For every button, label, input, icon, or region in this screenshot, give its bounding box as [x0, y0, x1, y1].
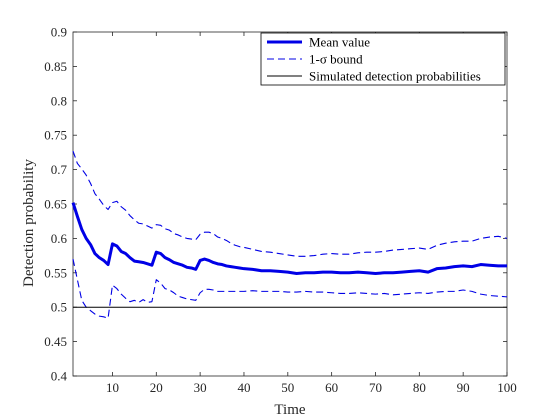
- y-tick-label: 0.9: [51, 25, 67, 40]
- legend-label-mean: Mean value: [309, 35, 370, 50]
- series-line-lower-bound: [72, 258, 508, 319]
- legend: Mean value 1-σ bound Simulated detection…: [260, 32, 506, 86]
- x-axis-label: Time: [274, 402, 305, 418]
- y-tick-label: 0.6: [51, 231, 68, 246]
- plot-area: 10 20 30 40 50 60 70 80 90 100 0.4 0.45 0.5 0.55 0.6 0.…: [44, 25, 517, 396]
- y-tick-label: 0.55: [44, 265, 67, 280]
- x-tick-label: 80: [413, 380, 426, 395]
- series-line-mean: [71, 202, 507, 275]
- y-tick-label: 0.5: [51, 300, 67, 315]
- x-tick-label: 20: [150, 380, 163, 395]
- x-tick-label: 90: [457, 380, 470, 395]
- x-tick-label: 50: [281, 380, 294, 395]
- y-tick-label: 0.45: [44, 334, 67, 349]
- y-tick-label: 0.75: [44, 128, 67, 143]
- x-tick-label: 70: [369, 380, 382, 395]
- y-axis-label: Detection probability: [21, 159, 37, 287]
- x-tick-label: 40: [237, 380, 250, 395]
- x-tick-label: 30: [194, 380, 207, 395]
- y-tick-label: 0.8: [51, 93, 67, 108]
- legend-label-sigma: 1-σ bound: [309, 52, 363, 67]
- x-tick-label: 100: [497, 380, 517, 395]
- x-tick-label: 60: [325, 380, 338, 395]
- y-tick-label: 0.65: [44, 197, 67, 212]
- x-tick-label: 10: [106, 380, 119, 395]
- y-tick-label: 0.85: [44, 59, 67, 74]
- y-tick-label: 0.7: [51, 162, 68, 177]
- series-line-upper-bound: [72, 150, 508, 257]
- legend-label-simulated: Simulated detection probabilities: [309, 69, 481, 84]
- y-tick-label: 0.4: [51, 369, 68, 384]
